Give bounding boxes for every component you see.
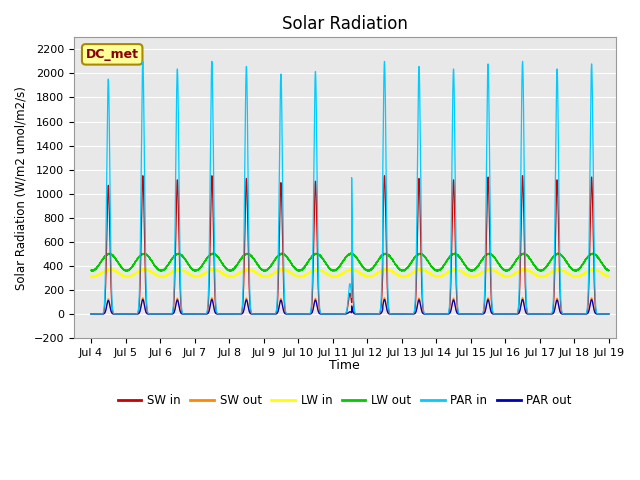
Text: DC_met: DC_met [86, 48, 139, 61]
Y-axis label: Solar Radiation (W/m2 umol/m2/s): Solar Radiation (W/m2 umol/m2/s) [15, 86, 28, 289]
Legend: SW in, SW out, LW in, LW out, PAR in, PAR out: SW in, SW out, LW in, LW out, PAR in, PA… [113, 389, 577, 411]
X-axis label: Time: Time [330, 359, 360, 372]
Title: Solar Radiation: Solar Radiation [282, 15, 408, 33]
